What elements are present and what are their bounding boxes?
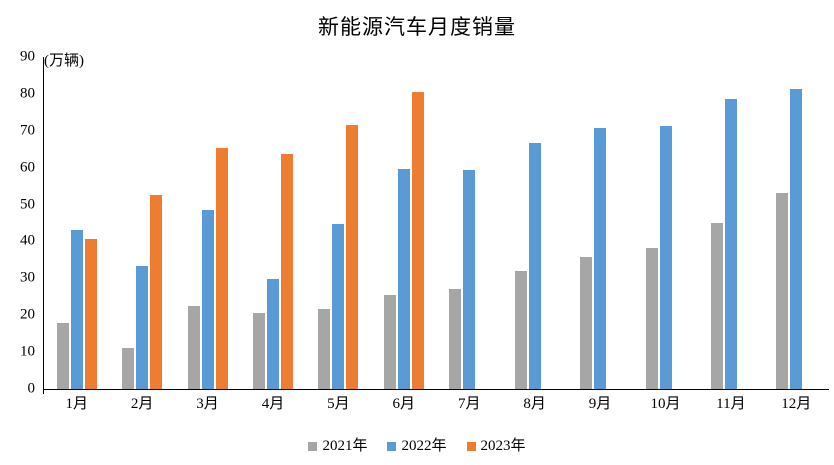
bar-group	[175, 57, 240, 389]
bar-group	[437, 57, 502, 389]
y-tick-label: 90	[20, 48, 35, 65]
x-axis-label: 12月	[781, 396, 812, 412]
x-axis-label: 9月	[588, 396, 612, 412]
bar	[397, 169, 410, 389]
y-tick-label: 10	[20, 343, 35, 360]
legend-swatch-icon	[387, 442, 397, 451]
x-axis-label: 6月	[392, 396, 416, 412]
x-axis-label: 4月	[261, 396, 285, 412]
x-axis-label: 8月	[523, 396, 546, 412]
legend-label: 2022年	[401, 438, 447, 454]
legend-label: 2021年	[322, 438, 368, 454]
y-tick-label: 50	[20, 196, 35, 213]
legend-item: 2023年	[466, 438, 526, 454]
y-tick-label: 70	[20, 122, 35, 139]
bar	[252, 313, 265, 389]
y-tick-label: 60	[20, 159, 35, 176]
legend: 2021年 2022年 2023年	[0, 439, 834, 454]
y-tick-label: 80	[20, 85, 35, 102]
x-axis-label: 7月	[457, 396, 481, 412]
bar	[215, 148, 228, 389]
bar	[724, 99, 737, 389]
y-tick-label: 40	[20, 232, 35, 249]
bar	[122, 348, 135, 389]
bar	[411, 91, 424, 389]
bar-group	[764, 57, 829, 389]
bar	[84, 238, 97, 389]
x-axis-label: 10月	[650, 396, 681, 412]
x-axis-label: 3月	[196, 396, 219, 412]
plot-area: 0 10 20 30 40 50 60 70 80 90 1月 2月 3月 4月 5月 6月 7月 8月 9月 10月…	[20, 49, 829, 412]
bars-region	[44, 57, 829, 389]
bar	[514, 270, 527, 389]
bar	[346, 124, 359, 389]
legend-item: 2022年	[387, 438, 447, 454]
bar	[187, 305, 200, 389]
bar	[332, 224, 345, 389]
legend-swatch-icon	[466, 442, 476, 451]
bar	[150, 195, 163, 389]
bar-group	[502, 57, 567, 389]
bar-group	[371, 57, 436, 389]
x-axis-origin-tick	[43, 390, 44, 394]
bar	[528, 143, 541, 389]
bar-group	[44, 57, 109, 389]
y-tick-label: 20	[20, 306, 35, 323]
bar	[463, 170, 476, 389]
bar	[70, 230, 83, 389]
bar	[201, 210, 214, 389]
y-tick-label: 30	[20, 269, 35, 286]
y-axis-unit-label: (万辆)	[44, 53, 84, 69]
bar-group	[109, 57, 174, 389]
bar	[594, 127, 607, 389]
bar-group	[240, 57, 305, 389]
legend-swatch-icon	[308, 442, 318, 451]
legend-item: 2021年	[308, 439, 367, 454]
bar	[383, 294, 396, 389]
bar-group	[633, 57, 698, 389]
bar	[659, 125, 672, 389]
bar	[710, 223, 723, 389]
bar	[645, 247, 658, 389]
bar	[280, 154, 293, 389]
bar	[318, 308, 331, 389]
y-tick-label: 0	[27, 380, 36, 397]
legend-label: 2023年	[480, 438, 526, 454]
bar-group	[567, 57, 632, 389]
bar	[776, 193, 789, 389]
x-axis-label: 5月	[327, 396, 350, 412]
bar	[790, 88, 803, 389]
bar	[56, 322, 69, 389]
bar-group	[698, 57, 763, 389]
bar	[266, 278, 279, 389]
bar	[136, 265, 149, 389]
x-axis-label: 11月	[716, 396, 746, 412]
x-axis-label: 2月	[130, 396, 154, 412]
chart-title: 新能源汽车月度销量	[318, 15, 516, 39]
bar	[449, 289, 462, 389]
bar	[580, 257, 593, 389]
bar-group	[306, 57, 371, 389]
x-axis-label: 1月	[65, 396, 88, 412]
